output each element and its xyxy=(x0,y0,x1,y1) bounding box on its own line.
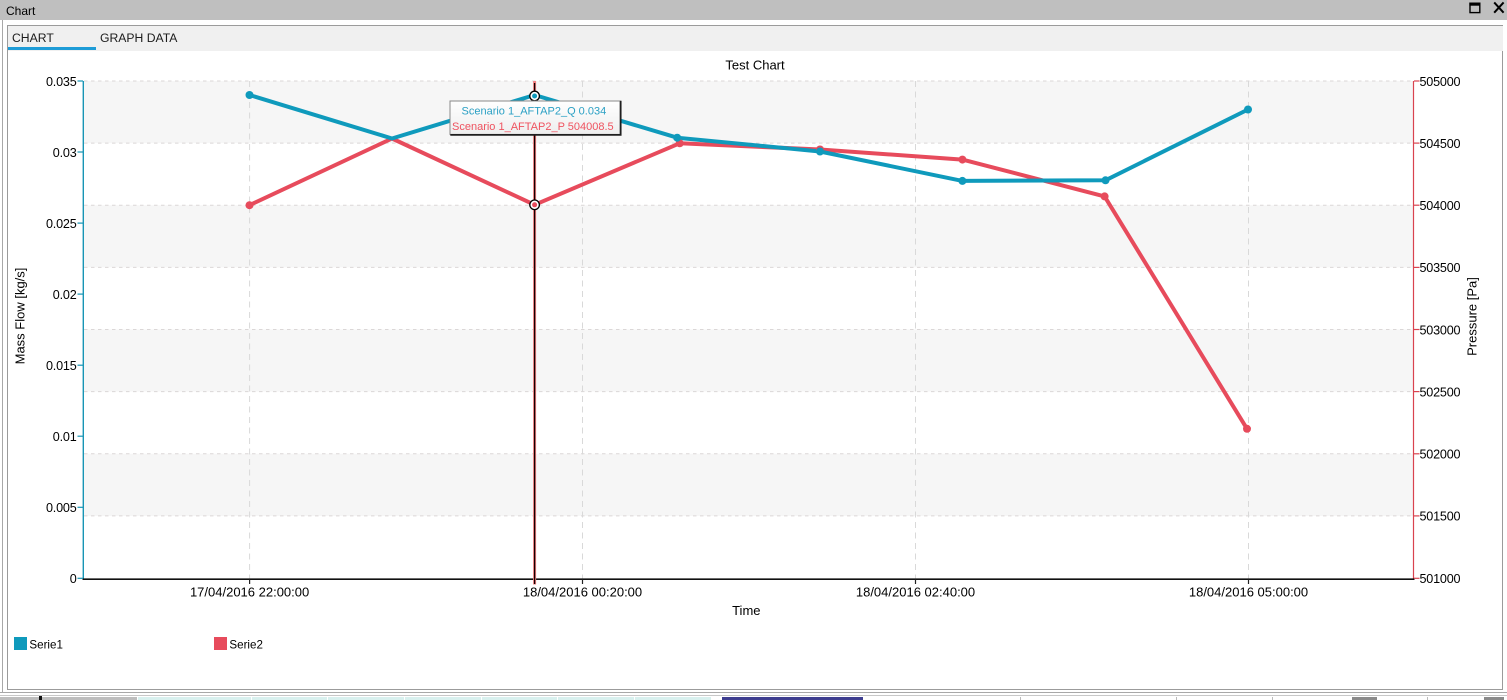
svg-text:501500: 501500 xyxy=(1420,510,1461,524)
svg-text:502000: 502000 xyxy=(1420,448,1461,462)
svg-text:502500: 502500 xyxy=(1420,385,1461,399)
svg-text:Scenario 1_AFTAP2_P 504008.5: Scenario 1_AFTAP2_P 504008.5 xyxy=(452,121,614,133)
svg-text:0.005: 0.005 xyxy=(46,501,77,515)
svg-text:0.025: 0.025 xyxy=(46,217,77,231)
svg-text:Scenario 1_AFTAP2_Q 0.034: Scenario 1_AFTAP2_Q 0.034 xyxy=(462,106,607,118)
svg-text:503000: 503000 xyxy=(1420,323,1461,337)
svg-text:18/04/2016 00:20:00: 18/04/2016 00:20:00 xyxy=(523,585,642,600)
svg-text:Test Chart: Test Chart xyxy=(725,57,785,72)
svg-text:0.035: 0.035 xyxy=(46,75,77,89)
svg-text:Serie1: Serie1 xyxy=(29,638,63,651)
svg-text:Serie2: Serie2 xyxy=(229,638,263,651)
svg-text:Pressure [Pa]: Pressure [Pa] xyxy=(1465,277,1480,356)
svg-text:0.01: 0.01 xyxy=(53,430,77,444)
svg-text:504500: 504500 xyxy=(1420,137,1461,151)
svg-text:0.015: 0.015 xyxy=(46,359,77,373)
svg-text:18/04/2016 05:00:00: 18/04/2016 05:00:00 xyxy=(1189,585,1308,600)
svg-text:0: 0 xyxy=(70,572,77,586)
svg-text:17/04/2016 22:00:00: 17/04/2016 22:00:00 xyxy=(190,585,309,600)
svg-text:505000: 505000 xyxy=(1420,75,1461,89)
svg-text:Mass Flow [kg/s]: Mass Flow [kg/s] xyxy=(13,268,28,365)
svg-text:504000: 504000 xyxy=(1420,199,1461,213)
svg-text:Time: Time xyxy=(732,603,760,618)
svg-text:501000: 501000 xyxy=(1420,572,1461,586)
svg-text:18/04/2016 02:40:00: 18/04/2016 02:40:00 xyxy=(856,585,975,600)
svg-text:503500: 503500 xyxy=(1420,261,1461,275)
svg-text:0.02: 0.02 xyxy=(53,288,77,302)
svg-text:0.03: 0.03 xyxy=(53,146,77,160)
